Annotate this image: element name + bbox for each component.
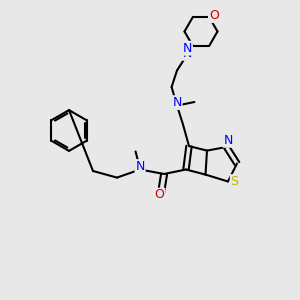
Text: O: O [209,9,219,22]
Text: S: S [231,175,239,188]
Text: N: N [223,134,233,147]
Text: N: N [172,96,182,109]
Text: N: N [183,47,192,60]
Text: N: N [135,160,145,173]
Text: O: O [155,188,164,202]
Text: N: N [183,42,192,55]
